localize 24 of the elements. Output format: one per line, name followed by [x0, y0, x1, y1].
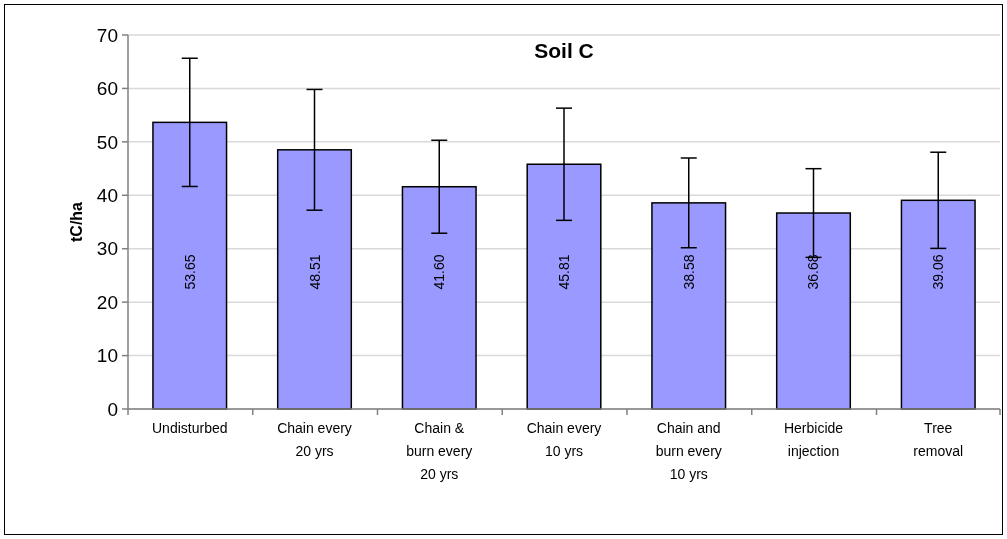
y-tick-label: 10: [96, 345, 118, 367]
y-axis-title: tC/ha: [68, 201, 85, 242]
y-tick-label: 40: [96, 184, 118, 206]
x-tick-label: Herbicide injection: [783, 420, 844, 459]
data-label: 53.65: [181, 254, 198, 290]
data-label: 38.58: [680, 254, 697, 290]
y-tick-label: 20: [96, 291, 118, 313]
y-tick-label: 70: [96, 24, 118, 46]
y-tick-label: 50: [96, 131, 118, 153]
x-tick-label: Chain every 20 yrs: [277, 420, 352, 459]
x-tick-label: Chain and burn every 10 yrs: [655, 420, 722, 482]
y-tick-label: 30: [96, 238, 118, 260]
data-label: 39.06: [930, 254, 947, 290]
y-tick-label: 60: [96, 78, 118, 100]
x-tick-label: Chain & burn every 20 yrs: [406, 420, 473, 482]
data-label: 48.51: [306, 254, 323, 290]
y-tick-label: 0: [107, 398, 118, 420]
chart-title: Soil C: [534, 39, 594, 62]
x-tick-label: Chain every 10 yrs: [526, 420, 602, 459]
x-tick-label: Undisturbed: [152, 420, 228, 436]
data-label: 45.81: [556, 254, 572, 290]
data-label: 36.68: [805, 254, 822, 290]
data-label: 41.60: [431, 254, 448, 290]
x-tick-label: Tree removal: [913, 420, 964, 459]
